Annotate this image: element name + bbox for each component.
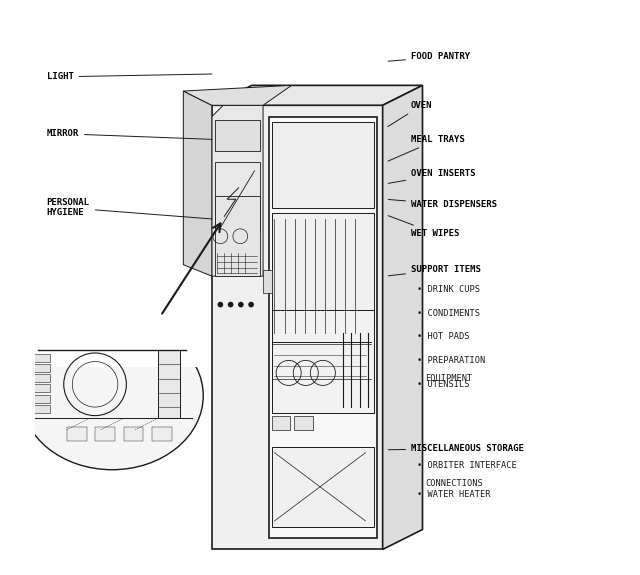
Text: • PREPARATION: • PREPARATION xyxy=(417,356,485,365)
Polygon shape xyxy=(212,85,422,105)
Text: • UTENSILS: • UTENSILS xyxy=(417,380,469,389)
Text: EQUIPMENT: EQUIPMENT xyxy=(426,374,472,382)
FancyBboxPatch shape xyxy=(269,117,377,538)
Text: OVEN INSERTS: OVEN INSERTS xyxy=(388,169,476,183)
Bar xyxy=(67,427,86,441)
Bar xyxy=(27,384,49,392)
Bar xyxy=(294,416,312,430)
Text: MISCELLANEOUS STORAGE: MISCELLANEOUS STORAGE xyxy=(388,444,524,453)
Polygon shape xyxy=(183,91,212,276)
Circle shape xyxy=(248,302,254,308)
Ellipse shape xyxy=(21,321,204,470)
Bar xyxy=(152,427,172,441)
Text: • HOT PADS: • HOT PADS xyxy=(417,332,469,342)
Text: CONNECTIONS: CONNECTIONS xyxy=(426,480,483,488)
Polygon shape xyxy=(212,105,263,276)
Text: WATER DISPENSERS: WATER DISPENSERS xyxy=(388,200,497,209)
Text: PERSONAL
HYGIENE: PERSONAL HYGIENE xyxy=(47,198,212,219)
Text: SUPPORT ITEMS: SUPPORT ITEMS xyxy=(388,264,481,276)
Text: • ORBITER INTERFACE: • ORBITER INTERFACE xyxy=(417,461,516,470)
Text: MEAL TRAYS: MEAL TRAYS xyxy=(388,135,465,161)
Bar xyxy=(214,197,260,276)
Polygon shape xyxy=(21,282,204,367)
Text: • WATER HEATER: • WATER HEATER xyxy=(417,490,490,499)
Bar xyxy=(263,270,271,293)
Polygon shape xyxy=(183,85,292,105)
Text: WET WIPES: WET WIPES xyxy=(388,216,460,238)
Bar xyxy=(271,447,374,527)
Bar xyxy=(27,374,49,382)
Text: OVEN: OVEN xyxy=(388,101,433,126)
Circle shape xyxy=(238,302,244,308)
Polygon shape xyxy=(212,105,383,550)
Bar xyxy=(214,120,260,151)
Polygon shape xyxy=(157,350,180,419)
Bar xyxy=(27,364,49,372)
Text: LIGHT: LIGHT xyxy=(47,72,212,81)
Text: • DRINK CUPS: • DRINK CUPS xyxy=(417,285,480,294)
Bar xyxy=(27,394,49,402)
Bar xyxy=(95,427,115,441)
Text: MIRROR: MIRROR xyxy=(47,129,212,139)
Circle shape xyxy=(228,302,234,308)
Bar xyxy=(27,354,49,362)
Bar xyxy=(271,122,374,208)
Bar xyxy=(124,427,143,441)
Bar xyxy=(271,213,374,339)
Bar xyxy=(271,344,374,384)
Circle shape xyxy=(218,302,223,308)
Bar xyxy=(271,310,374,413)
Text: • CONDIMENTS: • CONDIMENTS xyxy=(417,309,480,317)
Bar xyxy=(271,416,290,430)
Bar xyxy=(214,162,260,231)
Bar xyxy=(27,405,49,413)
Text: FOOD PANTRY: FOOD PANTRY xyxy=(388,52,470,62)
Polygon shape xyxy=(383,85,422,550)
